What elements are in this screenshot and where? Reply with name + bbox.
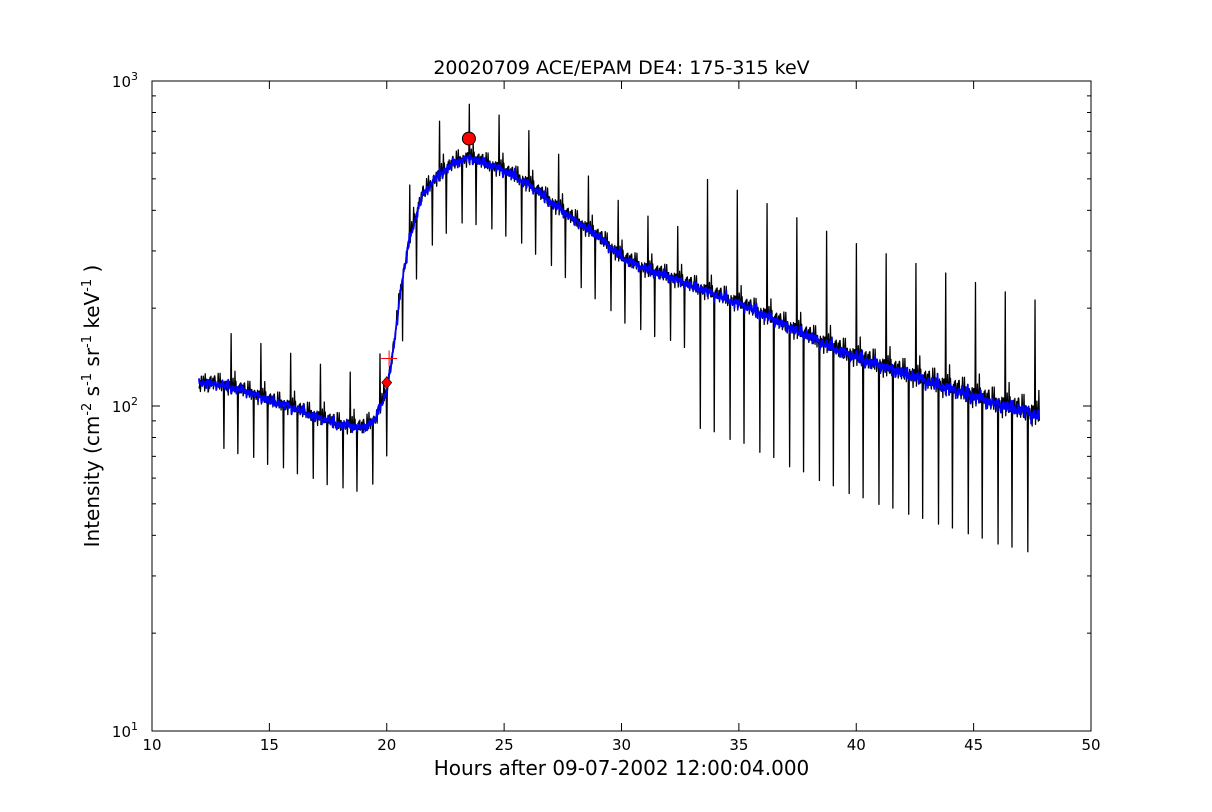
x-tick-label: 20 [377, 736, 396, 754]
x-tick-label: 25 [495, 736, 514, 754]
y-tick-label: 102 [112, 395, 138, 416]
y-axis-label: Intensity (cm-2 s-1 sr-1 keV-1 ) [80, 265, 104, 548]
y-tick-label: 103 [112, 70, 138, 91]
peak-marker [461, 131, 476, 146]
x-tick-label: 15 [260, 736, 279, 754]
axis-ticks: 10 15 20 25 30 35 40 45 50 101 102 103 [112, 70, 1101, 754]
x-axis-label: Hours after 09-07-2002 12:00:04.000 [434, 756, 810, 780]
x-tick-label: 50 [1081, 736, 1100, 754]
x-tick-label: 10 [142, 736, 161, 754]
onset-marker [381, 376, 393, 390]
plus-marker [381, 350, 398, 367]
x-tick-label: 35 [729, 736, 748, 754]
x-tick-label: 40 [847, 736, 866, 754]
series-line-2 [198, 153, 1040, 434]
x-tick-label: 45 [964, 736, 983, 754]
y-tick-label: 101 [112, 720, 138, 741]
chart-title: 20020709 ACE/EPAM DE4: 175-315 keV [433, 57, 809, 79]
x-tick-label: 30 [612, 736, 631, 754]
plot-area [198, 103, 1041, 553]
